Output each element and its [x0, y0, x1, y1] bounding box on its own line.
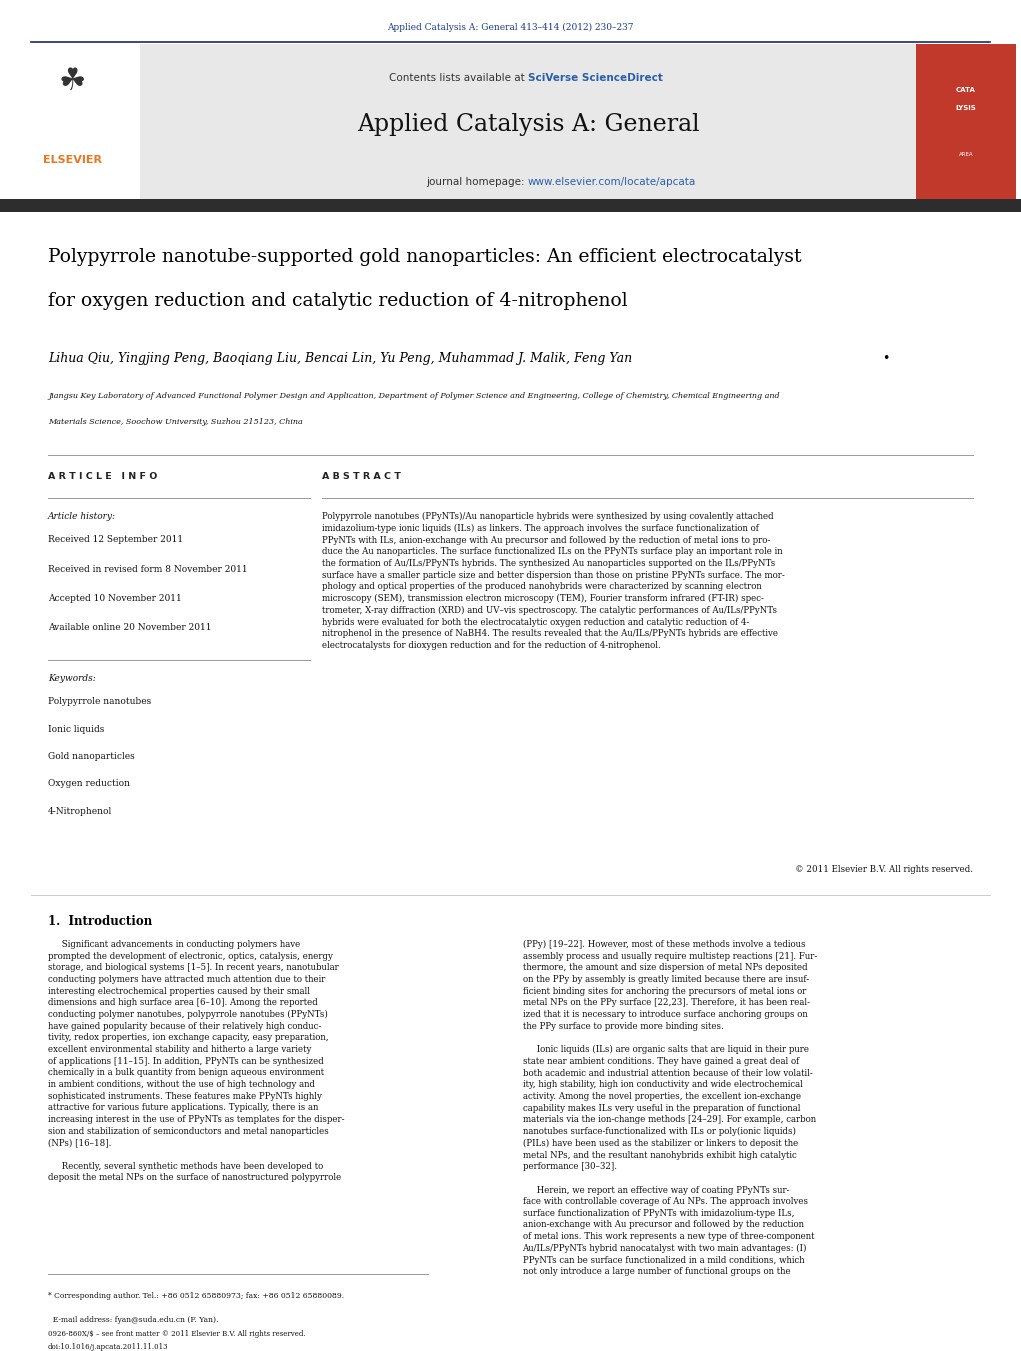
- Text: Received in revised form 8 November 2011: Received in revised form 8 November 2011: [48, 565, 248, 574]
- Text: 0926-860X/$ – see front matter © 2011 Elsevier B.V. All rights reserved.: 0926-860X/$ – see front matter © 2011 El…: [48, 1329, 305, 1337]
- Text: Significant advancements in conducting polymers have
prompted the development of: Significant advancements in conducting p…: [48, 940, 344, 1182]
- Text: Accepted 10 November 2011: Accepted 10 November 2011: [48, 594, 182, 603]
- Bar: [140, 45, 916, 212]
- Text: for oxygen reduction and catalytic reduction of 4-nitrophenol: for oxygen reduction and catalytic reduc…: [48, 292, 628, 309]
- Text: journal homepage:: journal homepage:: [426, 177, 528, 186]
- Text: AREA: AREA: [959, 153, 973, 158]
- Text: doi:10.1016/j.apcata.2011.11.013: doi:10.1016/j.apcata.2011.11.013: [48, 1343, 168, 1351]
- Text: SciVerse ScienceDirect: SciVerse ScienceDirect: [528, 73, 663, 82]
- Text: Applied Catalysis A: General 413–414 (2012) 230–237: Applied Catalysis A: General 413–414 (20…: [387, 23, 634, 32]
- Text: www.elsevier.com/locate/apcata: www.elsevier.com/locate/apcata: [528, 177, 696, 186]
- Text: Lihua Qiu, Yingjing Peng, Baoqiang Liu, Bencai Lin, Yu Peng, Muhammad J. Malik, : Lihua Qiu, Yingjing Peng, Baoqiang Liu, …: [48, 353, 632, 365]
- Bar: [0, 199, 1021, 212]
- Text: Received 12 September 2011: Received 12 September 2011: [48, 535, 183, 544]
- Text: Article history:: Article history:: [48, 512, 116, 521]
- Text: Available online 20 November 2011: Available online 20 November 2011: [48, 624, 211, 632]
- Text: Oxygen reduction: Oxygen reduction: [48, 780, 130, 789]
- Text: E-mail address: fyan@suda.edu.cn (F. Yan).: E-mail address: fyan@suda.edu.cn (F. Yan…: [48, 1316, 218, 1324]
- Text: Ionic liquids: Ionic liquids: [48, 724, 104, 734]
- Text: A R T I C L E   I N F O: A R T I C L E I N F O: [48, 471, 157, 481]
- Text: Polypyrrole nanotubes (PPyNTs)/Au nanoparticle hybrids were synthesized by using: Polypyrrole nanotubes (PPyNTs)/Au nanopa…: [322, 512, 785, 650]
- Text: ☘: ☘: [58, 68, 86, 96]
- Text: CATA: CATA: [956, 86, 976, 93]
- Text: Gold nanoparticles: Gold nanoparticles: [48, 753, 135, 761]
- Text: •: •: [882, 353, 889, 365]
- Text: 1.  Introduction: 1. Introduction: [48, 915, 152, 928]
- Bar: [916, 45, 1016, 212]
- Text: Contents lists available at: Contents lists available at: [389, 73, 528, 82]
- Text: * Corresponding author. Tel.: +86 0512 65880973; fax: +86 0512 65880089.: * Corresponding author. Tel.: +86 0512 6…: [48, 1292, 344, 1300]
- Text: © 2011 Elsevier B.V. All rights reserved.: © 2011 Elsevier B.V. All rights reserved…: [795, 865, 973, 874]
- Text: 4-Nitrophenol: 4-Nitrophenol: [48, 807, 112, 816]
- Text: ELSEVIER: ELSEVIER: [43, 155, 101, 165]
- Text: Polypyrrole nanotubes: Polypyrrole nanotubes: [48, 697, 151, 707]
- Text: LYSIS: LYSIS: [956, 105, 976, 111]
- Text: A B S T R A C T: A B S T R A C T: [322, 471, 401, 481]
- Text: Applied Catalysis A: General: Applied Catalysis A: General: [356, 113, 699, 136]
- Text: Materials Science, Soochow University, Suzhou 215123, China: Materials Science, Soochow University, S…: [48, 417, 303, 426]
- Text: Jiangsu Key Laboratory of Advanced Functional Polymer Design and Application, De: Jiangsu Key Laboratory of Advanced Funct…: [48, 392, 780, 400]
- Text: (PPy) [19–22]. However, most of these methods involve a tedious
assembly process: (PPy) [19–22]. However, most of these me…: [523, 940, 817, 1277]
- Text: Keywords:: Keywords:: [48, 674, 96, 684]
- Text: Polypyrrole nanotube-supported gold nanoparticles: An efficient electrocatalyst: Polypyrrole nanotube-supported gold nano…: [48, 249, 801, 266]
